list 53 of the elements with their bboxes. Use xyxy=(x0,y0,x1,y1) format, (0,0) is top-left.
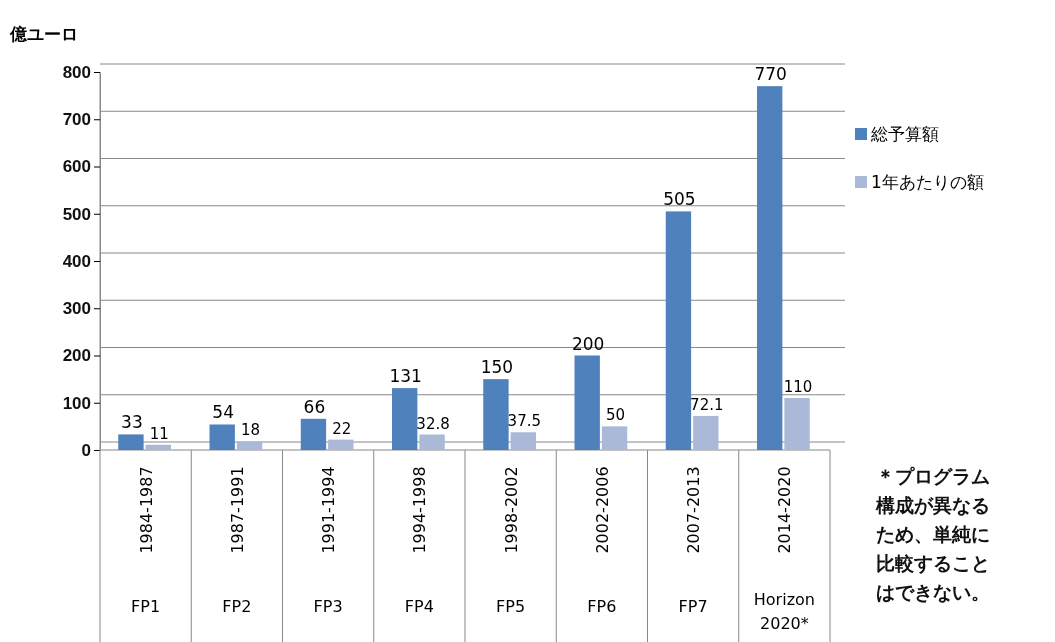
data-label: 131 xyxy=(389,366,422,387)
data-label: 37.5 xyxy=(507,412,542,431)
bar xyxy=(118,434,144,450)
data-label: 72.1 xyxy=(690,395,724,414)
y-tick-label: 300 xyxy=(62,299,91,319)
bar xyxy=(693,415,719,450)
data-label: 110 xyxy=(783,378,813,397)
data-label: 32.8 xyxy=(416,414,450,433)
bar xyxy=(145,444,171,450)
bar xyxy=(483,379,509,450)
bar xyxy=(300,418,327,450)
data-label: 150 xyxy=(480,357,514,378)
legend-label: 1年あたりの額 xyxy=(871,172,984,192)
y-tick-label: 600 xyxy=(62,157,91,177)
bar xyxy=(209,424,235,450)
data-label: 505 xyxy=(663,189,696,210)
category-label: 1998-2002 FP5 xyxy=(496,466,526,616)
y-tick-label: 100 xyxy=(62,393,91,413)
bar xyxy=(236,441,263,450)
category-label: 1987-1991 FP2 xyxy=(222,466,252,616)
text: ＊プログラム構成が異なるため、単純に比較することはできない。 xyxy=(876,464,991,605)
y-tick-label: 500 xyxy=(62,204,91,224)
data-label: 33 xyxy=(121,412,143,433)
bar xyxy=(784,398,810,450)
data-label: 66 xyxy=(303,396,326,417)
category-label: 2014-2020 Horizon 2020* xyxy=(753,466,815,633)
category-label: 1991-1994 FP3 xyxy=(313,466,343,616)
y-axis-title: 億ユーロ xyxy=(9,24,78,44)
data-label: 22 xyxy=(332,419,352,438)
y-tick-label: 800 xyxy=(62,62,91,82)
y-tick-label: 700 xyxy=(62,110,91,130)
y-tick-label: 400 xyxy=(62,251,91,271)
category-label: 2002-2006 FP6 xyxy=(587,466,617,616)
category-label: 1984-1987 FP1 xyxy=(131,466,161,616)
y-tick-label: 0 xyxy=(81,440,91,460)
bar xyxy=(665,211,692,450)
bar xyxy=(419,434,445,450)
y-tick-label: 200 xyxy=(62,346,91,366)
category-label: 1994-1998 FP4 xyxy=(404,466,434,616)
category-label: 2007-2013 FP7 xyxy=(678,466,708,616)
legend-label: 総予算額 xyxy=(870,124,939,144)
bar xyxy=(601,426,628,450)
bar xyxy=(510,432,536,450)
data-label: 200 xyxy=(571,333,605,354)
data-label: 11 xyxy=(149,424,169,443)
data-label: 18 xyxy=(241,421,261,440)
data-label: 50 xyxy=(606,406,626,425)
data-label: 54 xyxy=(212,402,235,423)
data-label: 770 xyxy=(754,64,787,85)
bar xyxy=(757,86,783,450)
bar xyxy=(392,388,418,450)
bar xyxy=(574,355,600,450)
bar xyxy=(328,439,354,450)
